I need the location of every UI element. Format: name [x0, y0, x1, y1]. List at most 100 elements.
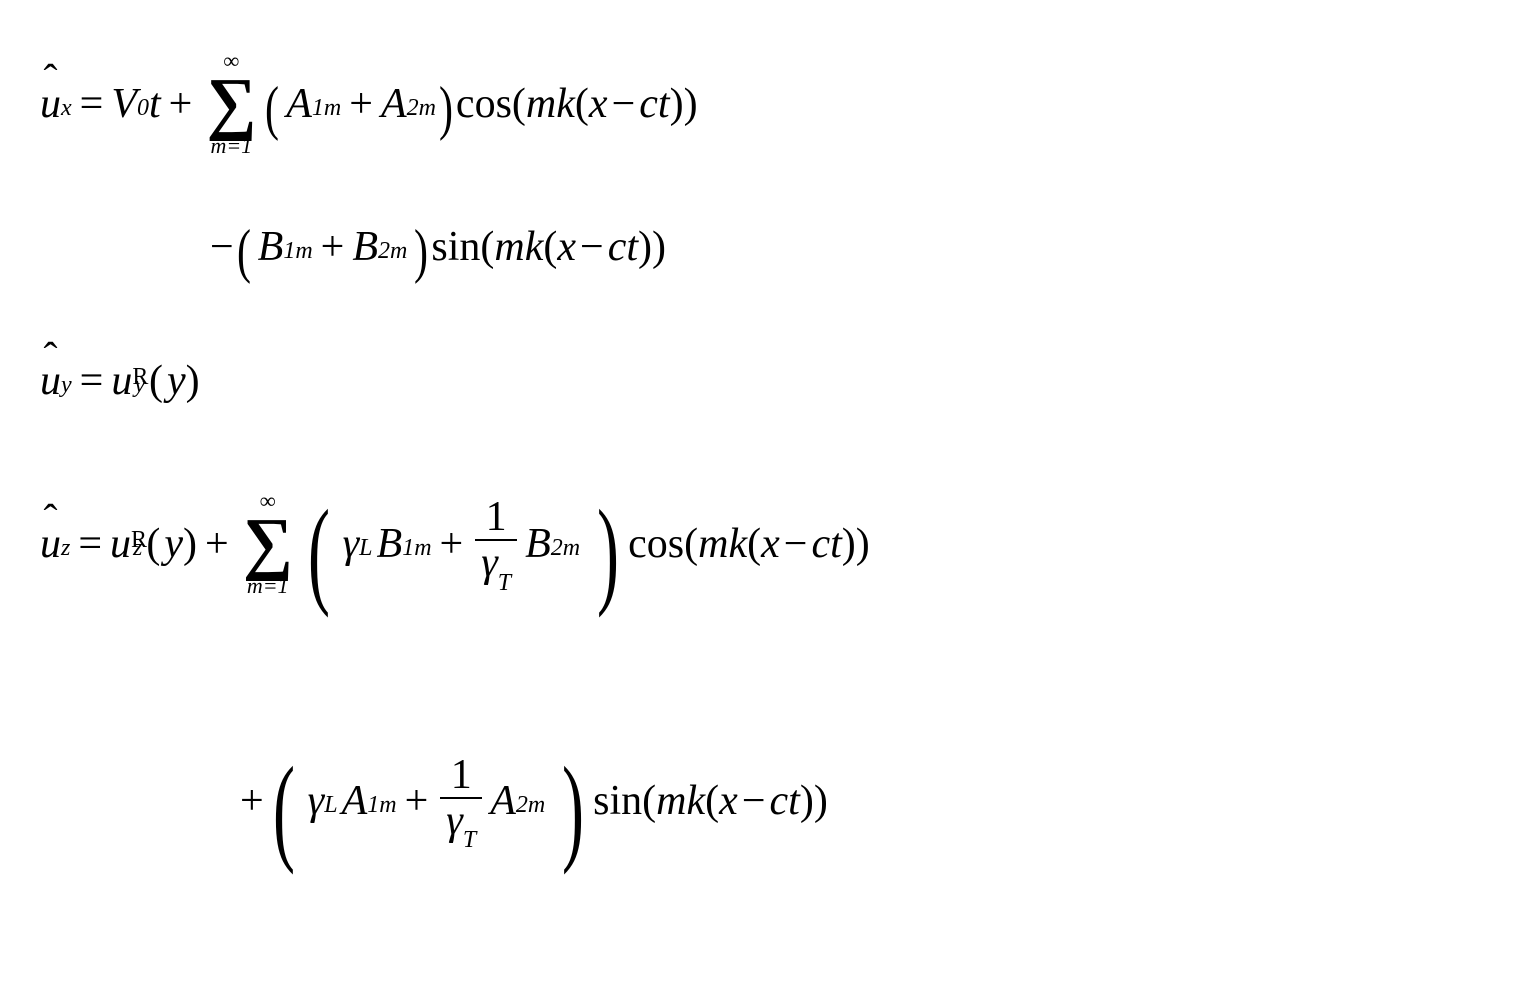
plus: + [440, 523, 464, 565]
u: u [111, 360, 132, 402]
x: x [589, 83, 608, 125]
lparen-big: ( [273, 758, 295, 860]
gamma: γ [308, 780, 325, 822]
sub-2m: 2m [516, 793, 545, 817]
denominator: γT [475, 541, 517, 592]
sin: sin [431, 226, 480, 268]
sub-1m: 1m [367, 793, 396, 817]
rparen: ) [814, 780, 828, 822]
A: A [490, 780, 516, 822]
sub-0: 0 [137, 96, 149, 120]
sub-L: L [324, 793, 337, 817]
minus: − [580, 226, 604, 268]
eq-line-3: uy = uRy ( y ) [40, 360, 200, 402]
rparen: ) [684, 83, 698, 125]
cos: cos [628, 523, 684, 565]
m: m [526, 83, 556, 125]
B: B [377, 523, 403, 565]
sub-x: x [61, 96, 72, 120]
rparen: ) [638, 226, 652, 268]
sin: sin [593, 780, 642, 822]
rparen-big: ) [439, 81, 453, 135]
c: c [770, 780, 789, 822]
plus: + [205, 523, 229, 565]
k: k [687, 780, 706, 822]
sub-1m: 1m [312, 96, 341, 120]
rparen: ) [670, 83, 684, 125]
sub-2m: 2m [378, 239, 407, 263]
fraction: 1 γT [440, 753, 482, 850]
numerator: 1 [445, 753, 478, 797]
lparen: ( [480, 226, 494, 268]
u-hat: u [40, 83, 61, 125]
sigma: ∑ [243, 512, 293, 575]
A: A [342, 780, 368, 822]
numerator: 1 [480, 495, 513, 539]
sum-lower: m=1 [210, 135, 252, 157]
B: B [352, 226, 378, 268]
sub-y: y [61, 373, 72, 397]
lparen: ( [684, 523, 698, 565]
rparen: ) [183, 523, 197, 565]
rparen-big: ) [562, 758, 584, 860]
sub-1m: 1m [402, 536, 431, 560]
c: c [811, 523, 830, 565]
cos: cos [456, 83, 512, 125]
plus: + [240, 780, 264, 822]
t: t [149, 83, 161, 125]
fraction: 1 γT [475, 495, 517, 592]
A: A [381, 83, 407, 125]
rparen: ) [800, 780, 814, 822]
t: t [830, 523, 842, 565]
u-hat: u [40, 523, 61, 565]
minus: − [784, 523, 808, 565]
rparen: ) [652, 226, 666, 268]
summation: ∞ ∑ m=1 [206, 50, 256, 157]
m: m [494, 226, 524, 268]
sub-y: y [134, 373, 145, 397]
rparen-big: ) [597, 501, 619, 603]
summation: ∞ ∑ m=1 [243, 490, 293, 597]
sub-L: L [359, 536, 372, 560]
eq-line-1: ux = V0t + ∞ ∑ m=1 ( A1m + A2m ) cos ( m… [40, 50, 698, 157]
minus: − [742, 780, 766, 822]
m: m [656, 780, 686, 822]
sum-lower: m=1 [247, 575, 289, 597]
k: k [556, 83, 575, 125]
sub-1m: 1m [283, 239, 312, 263]
sub-z: z [61, 536, 70, 560]
sub-2m: 2m [407, 96, 436, 120]
lparen: ( [747, 523, 761, 565]
V: V [111, 83, 137, 125]
B: B [258, 226, 284, 268]
sub-z: z [133, 536, 142, 560]
gamma: γ [343, 523, 360, 565]
rparen: ) [842, 523, 856, 565]
u: u [110, 523, 131, 565]
x: x [761, 523, 780, 565]
lparen: ( [705, 780, 719, 822]
plus: + [349, 83, 373, 125]
A: A [286, 83, 312, 125]
lparen-big: ( [265, 81, 279, 135]
y: y [167, 360, 186, 402]
eq-line-4: uz = uRz ( y ) + ∞ ∑ m=1 ( γL B1m + 1 γT… [40, 490, 870, 597]
lparen-big: ( [237, 224, 251, 278]
k: k [525, 226, 544, 268]
lparen: ( [642, 780, 656, 822]
sigma: ∑ [206, 72, 256, 135]
x: x [719, 780, 738, 822]
lparen: ( [512, 83, 526, 125]
lparen: ( [149, 360, 163, 402]
equals: = [80, 83, 104, 125]
eq-line-5: + ( γL A1m + 1 γT A2m ) sin ( mk ( x − c… [240, 750, 828, 852]
minus: − [210, 226, 234, 268]
minus: − [612, 83, 636, 125]
rparen: ) [186, 360, 200, 402]
rparen-big: ) [414, 224, 428, 278]
lparen-big: ( [308, 501, 330, 603]
equals: = [78, 523, 102, 565]
k: k [728, 523, 747, 565]
lparen: ( [575, 83, 589, 125]
plus: + [321, 226, 345, 268]
